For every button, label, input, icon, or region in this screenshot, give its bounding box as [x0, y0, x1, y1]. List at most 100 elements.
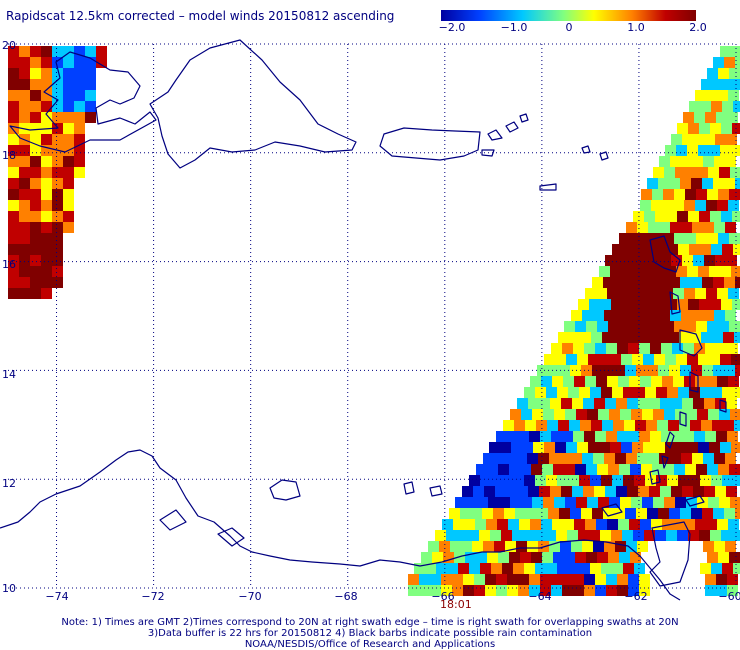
wind-pixel — [52, 255, 63, 266]
wind-pixel — [607, 376, 618, 387]
wind-pixel — [530, 376, 541, 387]
wind-pixel — [19, 46, 30, 57]
wind-pixel — [487, 464, 498, 475]
wind-pixel — [582, 310, 593, 321]
wind-pixel — [688, 211, 699, 222]
wind-pixel — [577, 442, 588, 453]
wind-pixel — [557, 563, 568, 574]
wind-pixel — [469, 475, 480, 486]
wind-pixel — [509, 552, 520, 563]
wind-pixel — [733, 101, 740, 112]
wind-pixel — [468, 530, 479, 541]
colorbar-tick-label: 2.0 — [689, 21, 707, 34]
wind-pixel — [8, 46, 19, 57]
wind-pixel — [683, 343, 694, 354]
wind-pixel — [588, 354, 599, 365]
wind-pixel — [569, 420, 580, 431]
wind-pixel — [476, 464, 487, 475]
wind-pixel — [590, 387, 601, 398]
wind-pixel — [463, 585, 474, 596]
wind-pixel — [616, 255, 627, 266]
wind-pixel — [686, 167, 697, 178]
wind-pixel — [579, 387, 590, 398]
wind-pixel — [722, 563, 733, 574]
wind-pixel — [711, 101, 722, 112]
wind-pixel — [632, 266, 643, 277]
wind-pixel — [494, 453, 505, 464]
wind-pixel — [516, 541, 527, 552]
wind-pixel — [647, 277, 658, 288]
wind-pixel — [704, 255, 715, 266]
wind-pixel — [690, 332, 701, 343]
wind-pixel — [588, 442, 599, 453]
wind-pixel — [430, 574, 441, 585]
hispaniola-coast — [9, 39, 357, 169]
wind-pixel — [670, 310, 681, 321]
wind-pixel — [716, 585, 727, 596]
wind-pixel — [687, 354, 698, 365]
wind-pixel — [52, 156, 63, 167]
wind-pixel — [41, 211, 52, 222]
wind-pixel — [727, 112, 738, 123]
wind-pixel — [620, 409, 631, 420]
wind-pixel — [696, 321, 707, 332]
wind-pixel — [593, 541, 604, 552]
wind-pixel — [703, 222, 714, 233]
wind-pixel — [735, 508, 740, 519]
wind-pixel — [730, 167, 740, 178]
wind-pixel — [639, 431, 650, 442]
wind-pixel — [692, 453, 703, 464]
wind-pixel — [595, 431, 606, 442]
wind-pixel — [626, 222, 637, 233]
wind-pixel — [694, 343, 705, 354]
wind-pixel — [706, 90, 717, 101]
wind-pixel — [505, 453, 516, 464]
wind-pixel — [461, 541, 472, 552]
wind-pixel — [30, 123, 41, 134]
wind-pixel — [494, 541, 505, 552]
wind-pixel — [19, 90, 30, 101]
wind-pixel — [601, 563, 612, 574]
wind-pixel — [644, 299, 655, 310]
wind-pixel — [441, 585, 452, 596]
wind-pixel — [30, 200, 41, 211]
lat-label: 14 — [2, 368, 16, 381]
wind-pixel — [549, 541, 560, 552]
wind-pixel — [690, 420, 701, 431]
wind-pixel — [691, 178, 702, 189]
wind-pixel — [639, 574, 650, 585]
wind-pixel — [693, 134, 704, 145]
wind-pixel — [599, 442, 610, 453]
wind-pixel — [623, 475, 634, 486]
wind-pixel — [30, 288, 41, 299]
wind-pixel — [725, 310, 736, 321]
wind-pixel — [19, 277, 30, 288]
wind-pixel — [425, 563, 436, 574]
wind-pixel — [19, 112, 30, 123]
wind-pixel — [628, 585, 639, 596]
wind-pixel — [655, 530, 666, 541]
wind-pixel — [544, 354, 555, 365]
wind-pixel — [565, 409, 576, 420]
wind-pixel — [531, 464, 542, 475]
wind-pixel — [19, 288, 30, 299]
wind-pixel — [551, 431, 562, 442]
wind-pixel — [731, 442, 740, 453]
wind-pixel — [698, 354, 709, 365]
wind-pixel — [600, 530, 611, 541]
wind-pixel — [556, 530, 567, 541]
wind-pixel — [501, 530, 512, 541]
wind-pixel — [726, 398, 737, 409]
wind-pixel — [642, 409, 653, 420]
wind-pixel — [715, 255, 726, 266]
wind-pixel — [517, 398, 528, 409]
wind-pixel — [41, 255, 52, 266]
wind-pixel — [432, 552, 443, 563]
wind-pixel — [634, 244, 645, 255]
wind-pixel — [548, 365, 559, 376]
wind-pixel — [654, 354, 665, 365]
lon-label: −66 — [431, 590, 454, 603]
wind-pixel — [560, 453, 571, 464]
wind-pixel — [735, 277, 740, 288]
wind-pixel — [659, 453, 670, 464]
